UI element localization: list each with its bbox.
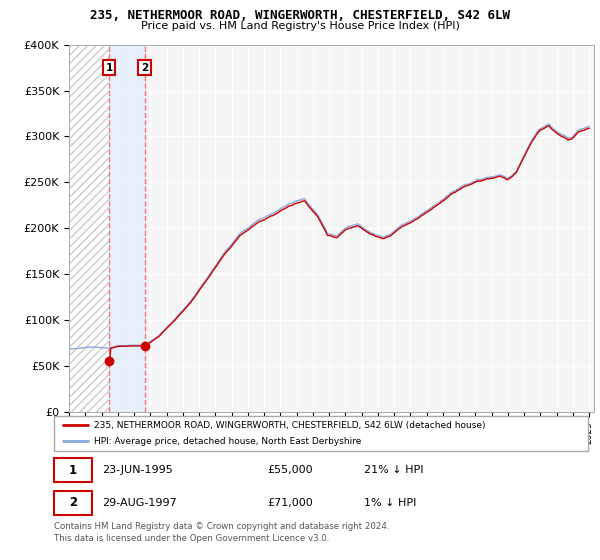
- Text: 2: 2: [69, 497, 77, 510]
- Bar: [109, 45, 145, 412]
- Bar: [69, 45, 109, 412]
- FancyBboxPatch shape: [54, 459, 92, 482]
- Text: 23-JUN-1995: 23-JUN-1995: [102, 465, 173, 475]
- Text: 21% ↓ HPI: 21% ↓ HPI: [364, 465, 423, 475]
- Text: 235, NETHERMOOR ROAD, WINGERWORTH, CHESTERFIELD, S42 6LW: 235, NETHERMOOR ROAD, WINGERWORTH, CHEST…: [90, 9, 510, 22]
- Text: 2: 2: [141, 63, 148, 73]
- Text: 1: 1: [69, 464, 77, 477]
- Text: Price paid vs. HM Land Registry's House Price Index (HPI): Price paid vs. HM Land Registry's House …: [140, 21, 460, 31]
- Text: HPI: Average price, detached house, North East Derbyshire: HPI: Average price, detached house, Nort…: [94, 437, 361, 446]
- Text: 235, NETHERMOOR ROAD, WINGERWORTH, CHESTERFIELD, S42 6LW (detached house): 235, NETHERMOOR ROAD, WINGERWORTH, CHEST…: [94, 421, 485, 430]
- Text: 1% ↓ HPI: 1% ↓ HPI: [364, 498, 416, 508]
- Text: £71,000: £71,000: [268, 498, 313, 508]
- FancyBboxPatch shape: [54, 491, 92, 515]
- Text: 1: 1: [106, 63, 113, 73]
- Text: £55,000: £55,000: [268, 465, 313, 475]
- Text: 29-AUG-1997: 29-AUG-1997: [102, 498, 177, 508]
- Text: Contains HM Land Registry data © Crown copyright and database right 2024.
This d: Contains HM Land Registry data © Crown c…: [54, 522, 389, 543]
